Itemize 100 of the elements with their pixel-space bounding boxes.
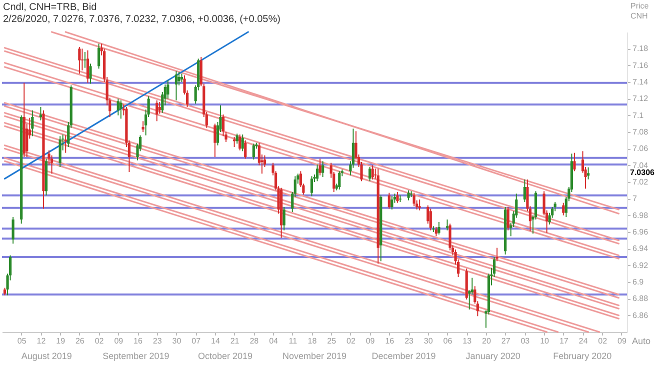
x-tick-label: 25 (327, 336, 337, 346)
x-tick-label: 30 (424, 336, 434, 346)
candlestick (446, 219, 449, 231)
x-tick-label: 18 (308, 336, 318, 346)
y-tick-label: 7.14 (632, 78, 649, 86)
x-tick-label: 23 (152, 336, 162, 346)
candlestick (97, 43, 100, 70)
x-tick-label: 02 (94, 336, 104, 346)
candlestick (318, 158, 322, 176)
candlestick (241, 134, 244, 152)
candlestick (496, 247, 498, 262)
x-tick-label: 26 (75, 336, 85, 346)
y-tick-label: 6.88 (632, 294, 649, 304)
candlestick (368, 166, 372, 182)
candlestick (31, 110, 34, 137)
text: August 2019 (21, 351, 72, 361)
chart-title: Cndl, CNH=TRB, Bid (3, 2, 98, 14)
candlestick (506, 206, 510, 231)
candlestick (78, 46, 81, 74)
x-tick-label: 03 (520, 336, 530, 346)
text: Auto (632, 336, 651, 346)
candlestick (12, 216, 14, 244)
candlestick (429, 208, 432, 231)
chart-subtitle: 2/26/2020, 7.0276, 7.0376, 7.0232, 7.0306, +0.0036, (+0.05%) (3, 14, 280, 26)
x-tick-label: 07 (192, 336, 202, 346)
y-tick-label: 7.12 (632, 94, 649, 104)
candlestick (244, 140, 247, 160)
x-tick-label: 09 (114, 336, 124, 346)
candlestick (412, 192, 416, 207)
candlestick (252, 143, 255, 160)
candlestick (586, 166, 590, 180)
x-tick-label: 12 (36, 336, 46, 346)
y-tick-label: 6.86 (632, 310, 649, 320)
candlestick (89, 63, 92, 84)
candlestick (214, 123, 216, 158)
candlestick (236, 133, 238, 144)
candlestick (178, 72, 180, 86)
candlestick (222, 114, 225, 137)
candlestick (438, 222, 440, 235)
x-tick-label: 30 (172, 336, 182, 346)
candlestick (50, 154, 54, 174)
candlestick (80, 48, 84, 71)
x-tick-label: 05 (17, 336, 27, 346)
y-tick-label: 7.06 (632, 144, 649, 154)
y-tick-label: 6.92 (632, 260, 649, 270)
candlestick (523, 179, 526, 202)
x-tick-label: 09 (618, 336, 627, 346)
y-tick-label: 6.96 (632, 228, 649, 236)
x-tick-label: 27 (501, 336, 511, 346)
x-tick-label: 14 (210, 336, 220, 346)
x-tick-label: 23 (404, 336, 414, 346)
candlestick (371, 164, 374, 180)
text: February 2020 (553, 351, 612, 361)
y-tick-label: 7.02 (632, 178, 649, 186)
y-tick-label: 7.1 (632, 110, 644, 120)
x-tick-label: 11 (288, 336, 298, 346)
y-tick-label: 6.98 (632, 210, 649, 220)
candlestick (573, 152, 576, 172)
y-axis-title: Price CNH (630, 2, 650, 20)
candlestick (238, 134, 242, 151)
y-tick-label: 6.94 (632, 244, 649, 254)
x-tick-label: 10 (540, 336, 550, 346)
text: December 2019 (372, 351, 436, 361)
x-tick-label: 06 (443, 336, 453, 346)
x-tick-label: 24 (578, 336, 588, 346)
candlestick (156, 100, 158, 122)
candlestick (86, 50, 90, 84)
candlestick (390, 196, 394, 210)
candlestick (116, 98, 120, 116)
y-tick-label: 7.08 (632, 128, 649, 136)
x-tick-label: 09 (366, 336, 376, 346)
x-tick-label: 20 (482, 336, 492, 346)
y-tick-label: 7.04 (632, 160, 649, 170)
x-tick-label: 02 (598, 336, 608, 346)
candlestick (396, 192, 399, 204)
candlestick (418, 199, 421, 211)
x-tick-label: 21 (230, 336, 240, 346)
text: 7.0306 (630, 168, 656, 178)
candlestick (310, 176, 314, 197)
candlestick (142, 120, 144, 132)
candlestick (120, 100, 122, 120)
x-tick-label: 02 (346, 336, 356, 346)
text: January 2020 (466, 351, 520, 361)
text: November 2019 (282, 351, 347, 361)
y-tick-label: 7.16 (632, 60, 649, 70)
x-tick-label: 04 (269, 336, 279, 346)
candlestick (58, 136, 62, 168)
text: September 2019 (102, 351, 170, 361)
candlestick (174, 70, 178, 101)
x-tick-label: 13 (462, 336, 472, 346)
candlestick (407, 190, 410, 201)
y-tick-label: 6.9 (632, 278, 644, 286)
text: October 2019 (198, 351, 252, 361)
candlestick (338, 170, 341, 190)
x-tick-label: 19 (56, 336, 66, 346)
candlestick (388, 192, 390, 210)
candlestick (316, 164, 319, 182)
x-tick-label: 16 (385, 336, 395, 346)
candlestick (562, 202, 565, 216)
x-tick-label: 28 (250, 336, 260, 346)
